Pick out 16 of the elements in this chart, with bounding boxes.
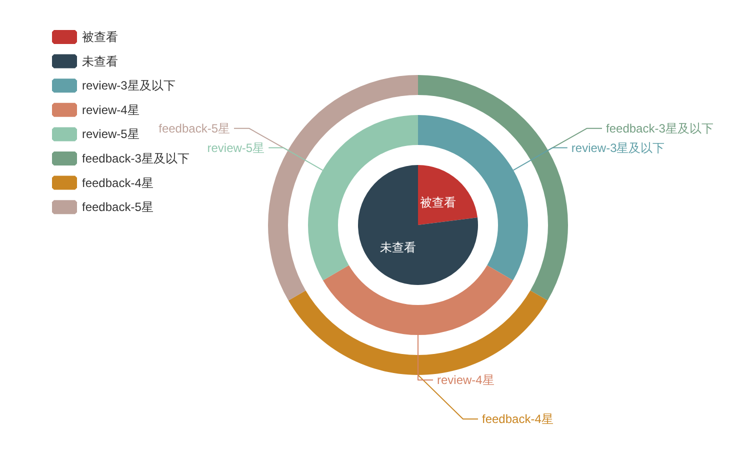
category-label: review-4星 [437, 373, 494, 387]
legend-label: feedback-3星及以下 [82, 152, 190, 166]
legend-label: 被查看 [82, 30, 118, 44]
slice-label: 未查看 [380, 240, 416, 255]
legend-label: review-3星及以下 [82, 78, 176, 93]
legend-label: review-4星 [82, 102, 140, 117]
legend-label: 未查看 [82, 54, 118, 68]
category-label: feedback-3星及以下 [606, 121, 714, 136]
slice-label: 被查看 [420, 195, 456, 210]
category-label: feedback-5星 [158, 121, 230, 136]
category-label: feedback-4星 [482, 412, 554, 426]
category-label: review-5星 [207, 140, 265, 155]
category-label: review-3星及以下 [571, 140, 665, 155]
legend-label: feedback-4星 [82, 176, 154, 190]
legend-label: feedback-5星 [82, 200, 154, 214]
legend-label: review-5星 [82, 127, 140, 142]
